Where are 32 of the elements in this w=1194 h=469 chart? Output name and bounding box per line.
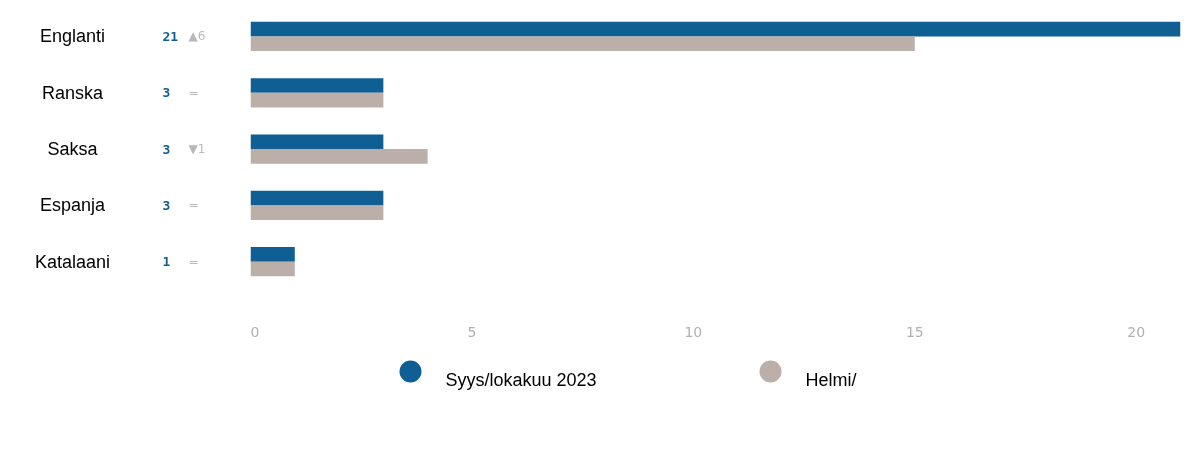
text: 21: [162, 28, 179, 44]
x-tick-label: 15: [905, 323, 924, 340]
text: 1: [162, 254, 171, 270]
bar: [250, 36, 915, 52]
legend-label: Helmi/: [805, 369, 857, 390]
bar: [250, 134, 384, 150]
text: =: [188, 198, 199, 213]
x-tick-label: 0: [250, 323, 260, 340]
text: 3: [162, 141, 171, 157]
text: =: [188, 254, 199, 269]
text: 3: [162, 197, 171, 213]
y-tick-label: Espanja: [39, 195, 107, 216]
x-tick-label: 10: [684, 323, 703, 340]
text: ▲6: [188, 29, 206, 44]
text: =: [188, 85, 199, 100]
y-tick-label: Ranska: [41, 82, 104, 103]
y-tick-label: Saksa: [47, 139, 99, 160]
bar: [250, 190, 384, 206]
bar: [250, 92, 384, 108]
text: 3: [162, 85, 171, 101]
text: ▼1: [188, 142, 206, 157]
x-tick-label: 5: [467, 323, 477, 340]
bar: [250, 205, 384, 221]
y-tick-label: Englanti: [39, 26, 106, 47]
bar: [250, 78, 384, 93]
legend-label: Syys/lokakuu 2023: [445, 369, 597, 390]
x-tick-label: 20: [1127, 323, 1146, 340]
bar: [250, 21, 1181, 37]
bar: [250, 149, 428, 164]
bar: [250, 261, 295, 277]
bar: [250, 247, 295, 262]
y-tick-label: Katalaani: [34, 251, 111, 272]
